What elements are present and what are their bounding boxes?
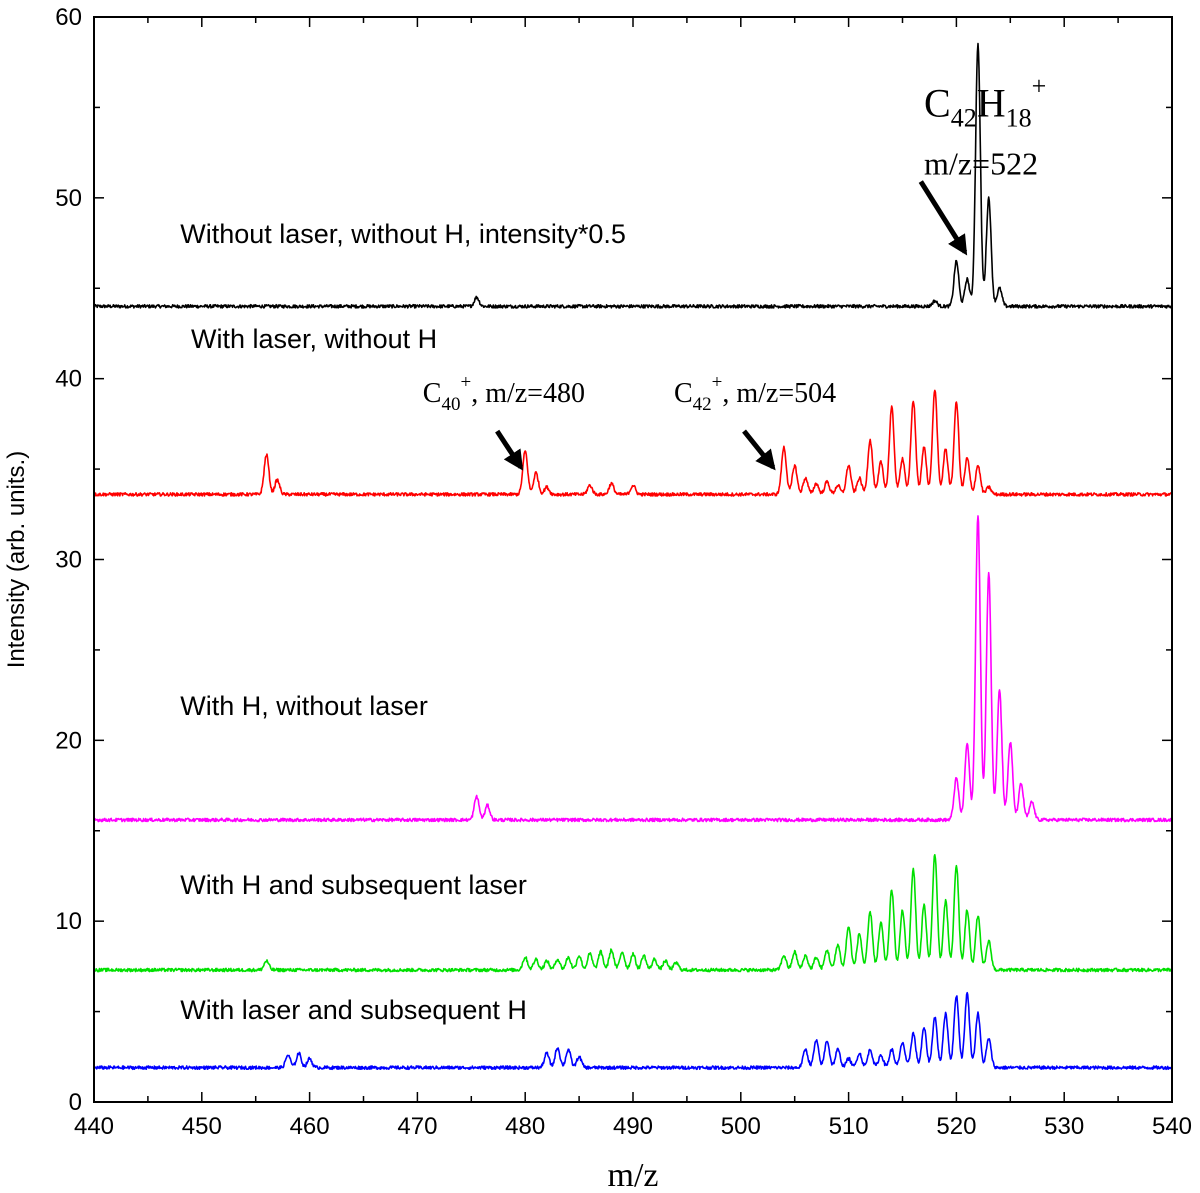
series-line-4 [93,853,1173,973]
annotation-arrow [495,429,524,471]
y-tick-label: 50 [55,185,82,212]
curve-label: With H and subsequent laser [180,870,527,900]
x-tick-label: 510 [829,1113,869,1140]
y-tick-label: 10 [55,908,82,935]
x-tick-label: 460 [290,1113,330,1140]
series-line-2 [93,389,1173,497]
y-axis-title: Intensity (arb. units.) [3,451,30,668]
curve-label: With laser, without H [191,324,437,354]
x-tick-label: 490 [613,1113,653,1140]
x-tick-label: 470 [397,1113,437,1140]
x-tick-label: 540 [1152,1113,1192,1140]
x-tick-label: 520 [936,1113,976,1140]
peak-annotation-3: C42+, m/z=504 [674,372,836,415]
curve-labels: Without laser, without H, intensity*0.5 W… [180,219,626,1025]
peak-annotations: C42H18+ m/z=522 C40+, m/z=480 C42+, m/z=504 [423,71,1046,471]
y-tick-label: 20 [55,727,82,754]
curve-label: With laser and subsequent H [180,995,527,1025]
annotation-arrow [918,180,968,256]
peak-annotation-mz: m/z=522 [924,145,1038,181]
y-tick-label: 30 [55,547,82,574]
x-tick-label: 450 [182,1113,222,1140]
series-line-1 [93,42,1173,309]
annotation-arrow [742,429,776,471]
x-tick-label: 440 [74,1113,114,1140]
peak-annotation-2: C40+, m/z=480 [423,372,585,415]
y-tick-label: 0 [69,1089,82,1116]
x-axis-title: m/z [608,1157,659,1193]
x-tick-label: 530 [1044,1113,1084,1140]
peak-annotation-1: C42H18+ [924,71,1046,132]
series-line-3 [93,515,1173,823]
series-line-5 [93,991,1173,1071]
y-tick-label: 60 [55,4,82,31]
axes-layer: 440 450 460 470 480 490 500 510 520 530 540 0 10 20 30… [55,4,1192,1140]
series-layer [93,42,1173,1071]
curve-label: With H, without laser [180,691,428,721]
x-tick-label: 480 [505,1113,545,1140]
x-tick-label: 500 [721,1113,761,1140]
curve-label: Without laser, without H, intensity*0.5 [180,219,626,249]
y-tick-label: 40 [55,366,82,393]
